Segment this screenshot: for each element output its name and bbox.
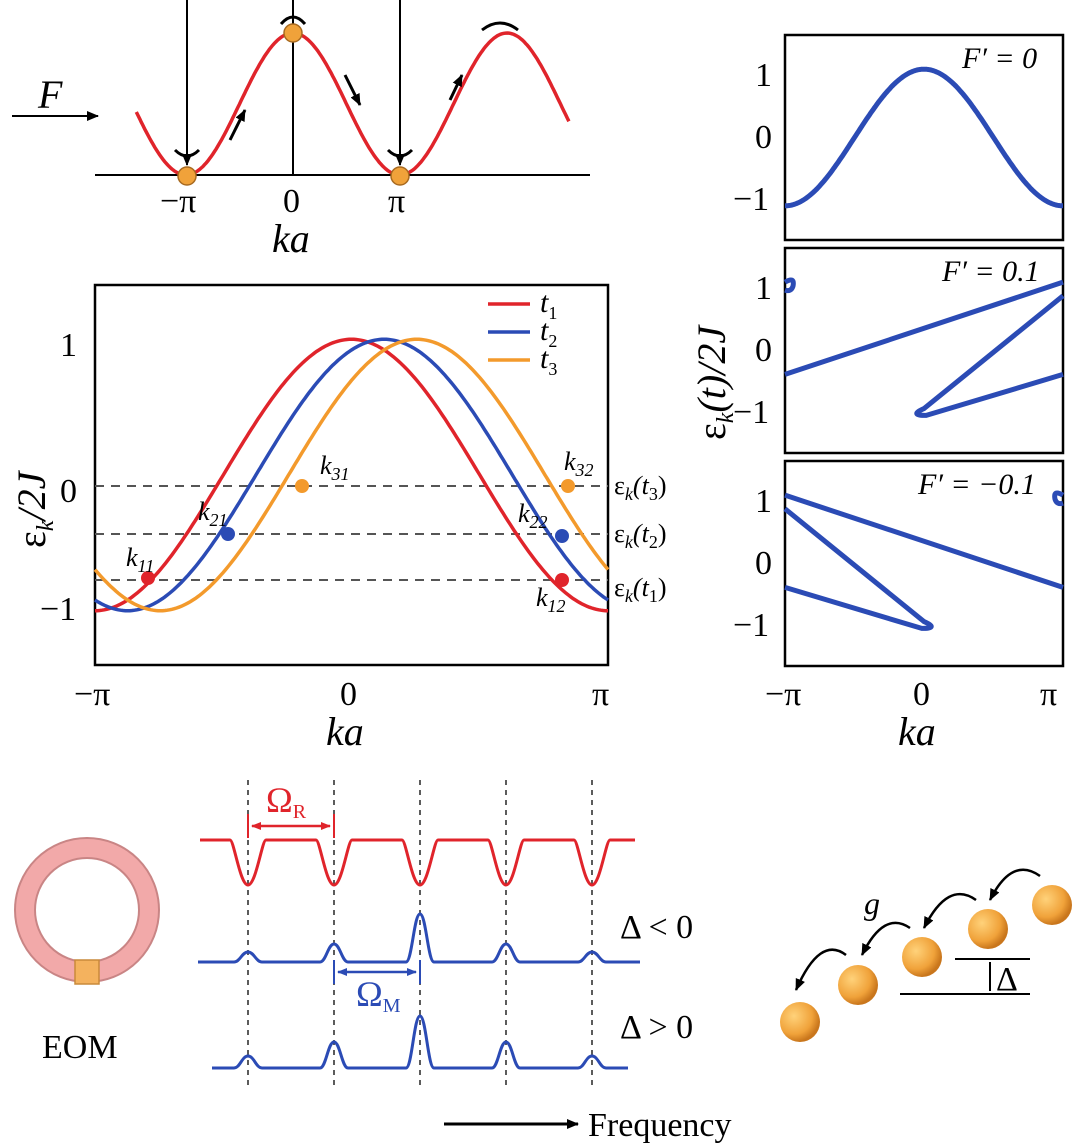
main-panel: k11 k12 k21 k22 k31 k32 t1 t2 t3 εk(t3) … — [9, 283, 666, 754]
main-frame — [93, 283, 610, 667]
label-k12: k12 — [536, 583, 566, 616]
point-k12 — [555, 573, 569, 587]
top-arc-1 — [279, 15, 307, 26]
coupling-g-label: g — [864, 885, 880, 921]
label-k32: k32 — [564, 447, 594, 480]
motion-arrow-2 — [343, 74, 362, 106]
legend-t3: t3 — [540, 342, 557, 379]
r3-ytick-neg1: −1 — [733, 607, 769, 644]
hop-arrow-3 — [922, 892, 977, 929]
main-xtick-0: 0 — [340, 676, 357, 713]
top-band-panel: F −π 0 π ka — [12, 0, 590, 261]
right-frame-1 — [783, 33, 1065, 242]
right-title-1: F′ = 0 — [961, 42, 1037, 75]
right-frame-2 — [783, 246, 1065, 455]
frequency-label: Frequency — [588, 1107, 732, 1144]
main-ytick-1: 1 — [60, 327, 77, 364]
main-ytick-0: 0 — [60, 473, 77, 510]
site-5 — [1032, 885, 1072, 925]
level-label-t1: εk(t1) — [614, 573, 666, 606]
main-ytick-neg1: −1 — [40, 591, 76, 628]
r3-ytick-0: 0 — [755, 545, 772, 582]
curve-fprime-0.1 — [783, 277, 1065, 418]
top-ball-center — [283, 23, 303, 43]
point-k31 — [295, 479, 309, 493]
series-t1 — [95, 337, 608, 613]
r1-ytick-1: 1 — [755, 57, 772, 94]
right-xlabel: ka — [898, 709, 936, 754]
right-ylabel: εk(t)/2J — [689, 324, 739, 440]
top-arc-3 — [173, 148, 201, 158]
force-label: F — [37, 72, 63, 117]
top-ball-left — [177, 166, 197, 186]
level-label-t3: εk(t3) — [614, 471, 666, 504]
ladder: g Δ — [780, 868, 1072, 1042]
right-title-2: F′ = 0.1 — [941, 255, 1040, 288]
label-k31: k31 — [320, 451, 350, 484]
top-arc-4 — [386, 148, 414, 158]
site-1 — [780, 1002, 820, 1042]
delta-label: Δ — [996, 961, 1018, 998]
omega-m-label: ΩM — [356, 974, 401, 1017]
site-2 — [838, 965, 878, 1005]
eom-modulator — [74, 959, 100, 985]
level-label-t2: εk(t2) — [614, 519, 666, 552]
hop-arrow-2 — [860, 921, 911, 956]
series-t3 — [93, 337, 610, 613]
main-xtick-neg-pi: −π — [74, 676, 110, 713]
resonator-spectrum — [200, 838, 635, 887]
r3-ytick-1: 1 — [755, 483, 772, 520]
r2-ytick-1: 1 — [755, 270, 772, 307]
point-k22 — [555, 529, 569, 543]
r1-ytick-neg1: −1 — [733, 181, 769, 218]
main-xtick-pi: π — [592, 676, 609, 713]
top-tick-zero: 0 — [283, 183, 300, 220]
top-arc-2 — [481, 21, 519, 32]
motion-arrow-1 — [228, 109, 247, 141]
spectrum-delta-pos — [212, 1014, 628, 1070]
label-k22: k22 — [518, 499, 548, 532]
main-xlabel: ka — [326, 709, 364, 754]
delta-pos-label: Δ > 0 — [620, 1009, 693, 1046]
top-tick-pi: π — [388, 183, 405, 220]
motion-arrow-3 — [448, 74, 464, 101]
right-title-3: F′ = −0.1 — [917, 468, 1036, 501]
top-ball-right — [390, 166, 410, 186]
right-xtick-0: 0 — [913, 676, 930, 713]
curve-fprime-0 — [783, 66, 1065, 209]
point-k32 — [561, 479, 575, 493]
site-4 — [968, 909, 1008, 949]
hop-arrow-4 — [988, 868, 1041, 901]
series-t2 — [94, 337, 609, 613]
spectra: ΩR ΩM Δ < 0 Δ > 0 Frequency — [198, 780, 732, 1144]
right-panels: F′ = 0 F′ = 0.1 F′ = −0.1 1 0 −1 1 0 −1 … — [689, 33, 1065, 754]
label-k21: k21 — [198, 497, 228, 530]
right-xtick-neg-pi: −π — [765, 676, 801, 713]
right-xtick-pi: π — [1040, 676, 1057, 713]
site-3 — [902, 937, 942, 977]
eom-ring: EOM — [14, 837, 160, 1066]
hop-arrow-1 — [794, 948, 847, 991]
r2-ytick-0: 0 — [755, 332, 772, 369]
label-k11: k11 — [126, 543, 154, 576]
top-xlabel: ka — [272, 216, 310, 261]
right-frame-3 — [783, 459, 1065, 668]
point-k11 — [141, 571, 155, 585]
curve-fprime-neg0.1 — [783, 490, 1065, 631]
r1-ytick-0: 0 — [755, 119, 772, 156]
omega-r-label: ΩR — [266, 780, 307, 823]
top-tick-neg-pi: −π — [160, 183, 196, 220]
point-k21 — [221, 527, 235, 541]
ring-body — [16, 839, 158, 981]
spectrum-delta-neg — [198, 912, 640, 964]
r2-ytick-neg1: −1 — [733, 394, 769, 431]
legend-t1: t1 — [540, 286, 557, 323]
legend-t2: t2 — [540, 314, 557, 351]
delta-neg-label: Δ < 0 — [620, 909, 693, 946]
eom-label: EOM — [42, 1029, 118, 1066]
main-ylabel: εk/2J — [9, 469, 59, 548]
top-band-curve — [134, 31, 571, 177]
